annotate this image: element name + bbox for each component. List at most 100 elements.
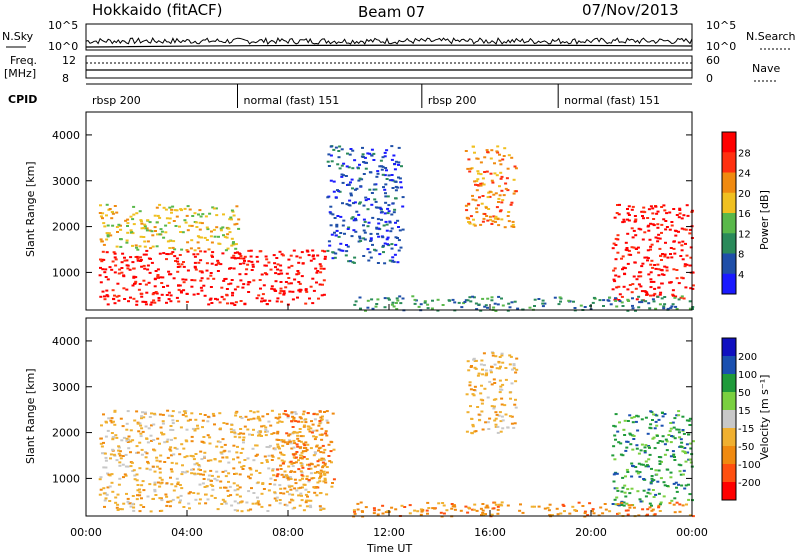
echo-cell (366, 306, 370, 309)
echo-cell (483, 213, 487, 215)
echo-cell (465, 209, 469, 212)
echo-cell (313, 451, 317, 454)
echo-cell (149, 434, 153, 437)
echo-cell (131, 470, 135, 472)
echo-cell (657, 492, 661, 495)
echo-cell (498, 367, 502, 370)
echo-cell (662, 481, 666, 484)
echo-cell (632, 506, 636, 509)
colorbar-tick-label: 8 (738, 250, 744, 261)
echo-cell (630, 416, 634, 419)
echo-cell (304, 493, 308, 496)
echo-cell (113, 302, 117, 305)
echo-cell (262, 424, 266, 427)
echo-cell (617, 285, 621, 288)
echo-cell (218, 301, 222, 304)
y-tick-label: 1000 (52, 472, 80, 485)
echo-cell (627, 205, 631, 208)
echo-cell (178, 484, 182, 486)
echo-cell (276, 445, 280, 448)
colorbar-swatch (722, 410, 736, 429)
echo-cell (132, 276, 136, 279)
echo-cell (650, 477, 654, 480)
echo-cell (216, 508, 220, 511)
echo-cell (399, 181, 403, 184)
echo-cell (178, 284, 182, 287)
echo-cell (498, 159, 502, 162)
echo-cell (307, 467, 311, 470)
echo-cell (145, 467, 149, 470)
echo-cell (493, 419, 497, 422)
echo-cell (316, 254, 320, 257)
echo-cell (103, 452, 107, 455)
echo-cell (314, 436, 318, 438)
echo-cell (261, 415, 265, 418)
echo-cell (330, 461, 333, 464)
echo-cell (625, 247, 629, 249)
echo-cell (369, 232, 373, 235)
echo-cell (280, 453, 284, 456)
echo-cell (100, 260, 104, 263)
echo-cell (413, 302, 417, 305)
echo-cell (683, 450, 686, 453)
echo-cell (306, 463, 309, 466)
echo-cell (654, 493, 658, 496)
echo-cell (494, 423, 498, 426)
echo-cell (630, 487, 634, 490)
echo-cell (691, 515, 695, 518)
echo-cell (233, 489, 237, 492)
echo-cell (660, 297, 664, 300)
echo-cell (265, 446, 269, 448)
echo-cell (691, 306, 695, 308)
echo-cell (671, 421, 675, 424)
echo-cell (131, 244, 134, 247)
echo-cell (618, 293, 622, 296)
echo-cell (669, 471, 673, 474)
echo-cell (363, 231, 367, 234)
echo-cell (425, 509, 429, 512)
echo-cell (102, 466, 106, 469)
echo-cell (309, 462, 313, 465)
echo-cell (191, 427, 195, 430)
echo-cell (460, 306, 464, 309)
echo-cell (500, 403, 504, 406)
echo-cell (155, 206, 159, 209)
echo-cell (273, 262, 277, 265)
echo-cell (142, 227, 146, 229)
echo-cell (269, 477, 273, 480)
echo-cell (247, 291, 251, 293)
echo-cell (199, 279, 203, 282)
echo-cell (309, 499, 313, 502)
echo-cell (362, 255, 366, 257)
echo-cell (670, 435, 673, 437)
echo-cell (688, 264, 692, 267)
echo-cell (491, 352, 495, 355)
echo-cell (285, 504, 289, 507)
echo-cell (373, 248, 376, 251)
echo-cell (499, 430, 503, 433)
echo-cell (118, 477, 122, 480)
echo-cell (155, 459, 159, 462)
echo-cell (637, 251, 641, 254)
echo-cell (637, 452, 641, 455)
echo-cell (329, 205, 333, 208)
echo-cell (132, 275, 136, 278)
echo-cell (471, 423, 475, 426)
echo-cell (637, 306, 641, 309)
echo-cell (649, 278, 653, 281)
echo-cell (375, 303, 379, 305)
echo-cell (291, 415, 295, 418)
echo-cell (361, 153, 365, 156)
echo-cell (301, 262, 305, 265)
echo-cell (242, 283, 246, 286)
echo-cell (194, 418, 198, 421)
echo-cell (483, 171, 487, 173)
echo-cell (675, 414, 679, 417)
echo-cell (278, 499, 282, 501)
echo-cell (256, 410, 260, 413)
echo-cell (98, 493, 102, 496)
freq-frame (85, 55, 693, 79)
echo-cell (632, 438, 636, 440)
echo-cell (167, 298, 171, 301)
echo-cell (122, 287, 126, 290)
